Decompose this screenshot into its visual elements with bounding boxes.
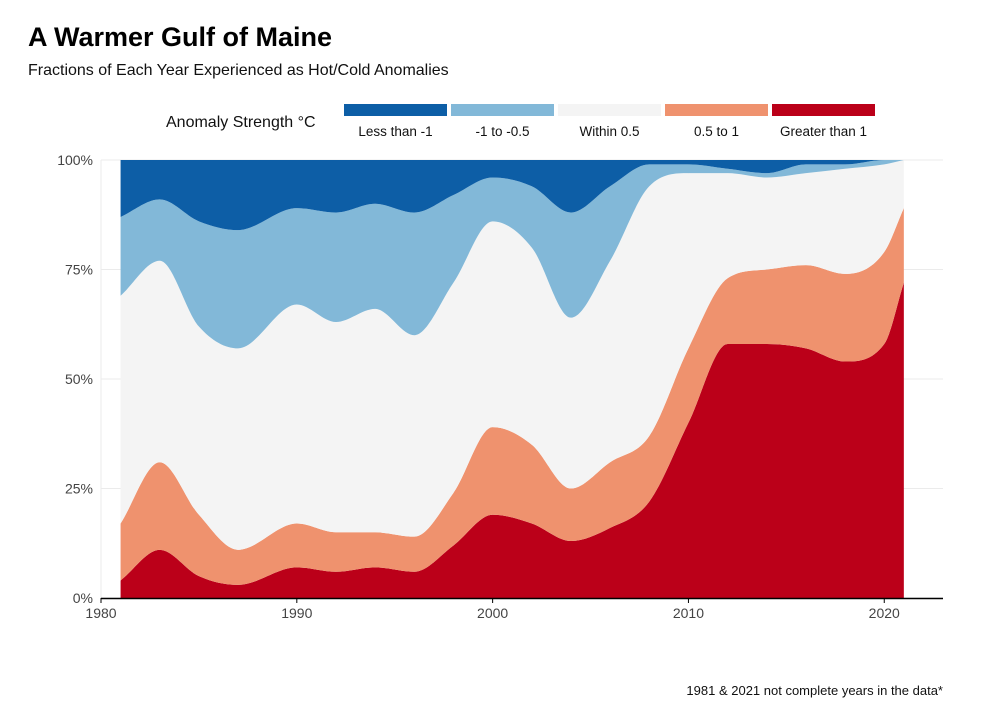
chart-title: A Warmer Gulf of Maine [28, 22, 333, 52]
chart-caption: 1981 & 2021 not complete years in the da… [686, 683, 943, 698]
legend-item-less-than-minus-1: Less than -1 [344, 104, 447, 144]
area-greater-than-1 [120, 282, 904, 598]
legend-label: Within 0.5 [579, 124, 640, 139]
x-tick-label: 1990 [281, 605, 312, 621]
legend-swatch [451, 104, 554, 116]
x-tick-label: 2020 [869, 605, 900, 621]
x-tick-label: 2010 [673, 605, 704, 621]
legend-swatch [665, 104, 768, 116]
area--1-to-0-5 [120, 160, 904, 349]
legend-item-greater-than-1: Greater than 1 [772, 104, 875, 144]
legend-label: 0.5 to 1 [693, 124, 740, 139]
x-tick-label: 2000 [477, 605, 508, 621]
legend-swatch [558, 104, 661, 116]
legend-label: Greater than 1 [779, 124, 868, 139]
legend-label: -1 to -0.5 [475, 124, 530, 139]
y-tick-label: 0% [73, 590, 93, 606]
area-less-than-1 [120, 160, 904, 231]
area-within-0-5 [120, 160, 904, 550]
legend-swatch [344, 104, 447, 116]
chart-subtitle: Fractions of Each Year Experienced as Ho… [28, 62, 449, 79]
legend-item-0-5-to-1: 0.5 to 1 [665, 104, 768, 144]
legend: Less than -1 -1 to -0.5 Within 0.5 0.5 t… [344, 104, 878, 144]
y-tick-label: 100% [57, 152, 93, 168]
y-tick-label: 75% [65, 262, 93, 278]
area-0-5-to-1 [120, 208, 904, 585]
y-tick-label: 25% [65, 481, 93, 497]
x-tick-label: 1980 [85, 605, 116, 621]
legend-label: Less than -1 [358, 124, 433, 139]
legend-swatch [772, 104, 875, 116]
axes: 0% 25% 50% 75% 100% 1980 1990 2000 2010 2020 [57, 152, 943, 621]
y-tick-label: 50% [65, 371, 93, 387]
legend-item-minus-1-to-minus-0-5: -1 to -0.5 [451, 104, 554, 144]
legend-item-within-0-5: Within 0.5 [558, 104, 661, 144]
legend-title: Anomaly Strength °C [166, 114, 316, 131]
area-layer [120, 160, 904, 598]
